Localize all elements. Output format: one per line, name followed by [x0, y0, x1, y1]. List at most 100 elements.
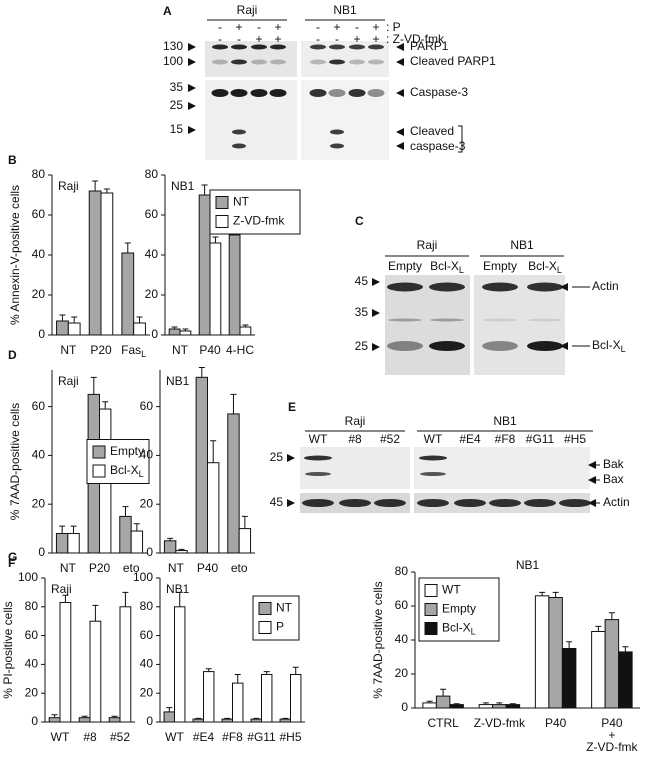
y-tick-label: 60	[140, 399, 154, 413]
bar	[59, 601, 72, 723]
chart-title: NB1	[166, 374, 190, 388]
error-bar	[176, 591, 183, 607]
bar	[604, 619, 620, 709]
error-bar	[210, 440, 217, 463]
error-bar	[201, 184, 208, 195]
y-tick-label: 20	[395, 666, 409, 680]
error-bar	[242, 324, 249, 327]
legend-label: Empty	[442, 602, 476, 616]
blot-band	[329, 59, 345, 65]
y-tick-label: 60	[140, 628, 154, 642]
blot-strip	[385, 275, 470, 375]
error-bar	[136, 316, 143, 323]
blot-band	[250, 89, 268, 97]
arrowhead	[588, 476, 596, 484]
lane-label: Empty	[483, 259, 517, 273]
bar	[250, 718, 262, 723]
error-bar	[595, 625, 602, 632]
y-tick-label: 100	[133, 570, 153, 584]
y-tick-label: 20	[32, 287, 46, 301]
blot-band	[368, 59, 384, 65]
blot-band	[310, 44, 326, 50]
arrowhead	[188, 43, 196, 51]
blot-band	[212, 44, 228, 50]
error-bar	[234, 673, 241, 684]
group-label: Raji	[237, 3, 258, 17]
treatment-sign: +	[255, 32, 262, 46]
treatment-sign: -	[218, 32, 222, 46]
bar	[55, 532, 69, 554]
y-tick-label: 80	[140, 599, 154, 613]
bar	[88, 190, 102, 336]
error-bar	[263, 671, 270, 675]
bar	[67, 322, 81, 336]
text-part: L	[557, 265, 562, 275]
error-bar	[111, 715, 118, 718]
y-tick-label: 0	[38, 327, 45, 341]
x-tick-label: #H5	[279, 730, 301, 744]
error-bar	[539, 591, 546, 596]
text-part: L	[141, 349, 146, 359]
blot-band	[330, 129, 344, 135]
legend-swatch	[258, 621, 272, 634]
band-label: Cleaved PARP1	[410, 54, 496, 68]
error-bar	[167, 537, 174, 541]
bar	[534, 595, 550, 709]
error-bar	[212, 236, 219, 243]
arrowhead	[287, 499, 295, 507]
blot-band	[329, 44, 345, 50]
x-tick-label: FasL	[121, 343, 146, 359]
lane-label: Bcl-XL	[430, 259, 464, 275]
bar	[478, 704, 494, 709]
text-part: L	[621, 344, 626, 354]
blot-band	[270, 44, 286, 50]
blot-band	[489, 499, 521, 507]
error-bar	[552, 591, 559, 598]
bar	[279, 718, 291, 723]
chart-title: Raji	[51, 582, 72, 596]
legend-swatch	[215, 196, 229, 209]
blot-band	[269, 89, 287, 97]
blot-band	[349, 44, 365, 50]
blot-band	[231, 59, 247, 65]
blot-band	[419, 455, 447, 461]
bar	[207, 462, 220, 554]
blot-band	[429, 282, 465, 292]
arrowhead	[588, 461, 596, 469]
treatment-label: : Z-VD-fmk	[386, 32, 445, 46]
error-bar	[59, 314, 66, 321]
x-tick-label: Z-VD-fmk	[474, 716, 526, 730]
bar	[227, 413, 240, 554]
blot-band	[387, 341, 423, 351]
bar	[133, 322, 146, 336]
blot-band	[388, 318, 422, 322]
group-label: NB1	[333, 3, 357, 17]
y-tick-label: 40	[140, 448, 154, 462]
error-bar	[282, 717, 289, 720]
legend-swatch	[424, 584, 438, 597]
x-tick-label: NT	[60, 343, 77, 357]
lane-label: WT	[309, 432, 328, 446]
band-label: Bcl-XL	[592, 338, 626, 354]
blot-strip	[300, 447, 410, 489]
error-bar	[51, 714, 58, 718]
error-bar	[608, 612, 615, 620]
arrowhead	[372, 343, 380, 351]
bar	[435, 695, 451, 709]
y-tick-label: 40	[32, 247, 46, 261]
y-tick-label: 20	[25, 685, 39, 699]
bar	[618, 651, 633, 709]
y-tick-label: 40	[395, 632, 409, 646]
blot-band	[524, 499, 556, 507]
error-bar	[205, 668, 212, 672]
blot-strip	[414, 447, 590, 489]
blot-band	[527, 282, 563, 292]
x-tick-label: #8	[83, 730, 97, 744]
arrowhead	[188, 126, 196, 134]
arrowhead	[372, 278, 380, 286]
band-label: PARP1	[410, 39, 449, 53]
legend-swatch	[424, 622, 438, 635]
bar	[232, 682, 244, 723]
bar	[198, 194, 211, 336]
y-tick-label: 100	[18, 570, 38, 584]
